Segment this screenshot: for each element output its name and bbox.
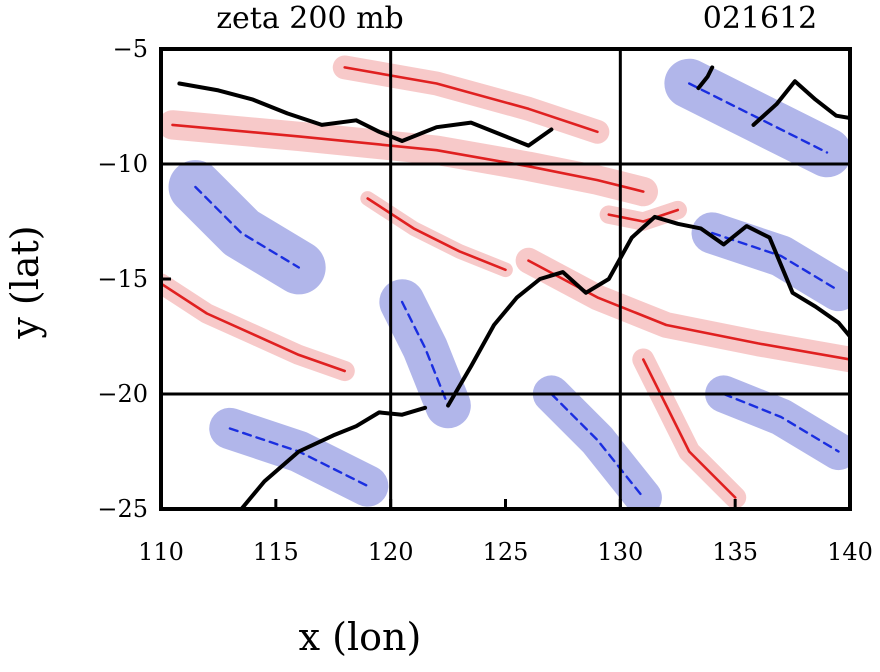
northern-coastline xyxy=(177,81,554,148)
central-negative-region-contour xyxy=(400,300,450,407)
plot-area xyxy=(161,49,850,509)
y-tick-label-minus-20: −20 xyxy=(97,380,148,408)
axis-ticks: 110 115 120 125 130 135 140 −5 −10 −15 −20 −25 xyxy=(97,35,873,566)
y-tick-label-minus-15: −15 xyxy=(97,265,148,293)
chart-title: zeta 200 mb xyxy=(216,1,404,36)
southeast-far-negative-region-contour xyxy=(722,392,840,453)
x-tick-label-115: 115 xyxy=(253,538,299,566)
y-tick-label-minus-25: −25 xyxy=(97,495,148,523)
western-positive-band-contour xyxy=(161,282,346,373)
northeast-negative-region-contour xyxy=(688,82,829,154)
x-tick-label-130: 130 xyxy=(597,538,643,566)
southeast-negative-region-contour xyxy=(550,392,645,499)
eastern-coastline xyxy=(446,214,850,408)
x-axis-label: x (lon) xyxy=(299,615,422,659)
clipped-plot-content xyxy=(161,49,850,509)
southern-positive-band-contour xyxy=(642,358,737,499)
northern-positive-band-contour xyxy=(171,123,645,193)
western-negative-region-contour xyxy=(194,185,300,269)
y-tick-label-minus-10: −10 xyxy=(97,150,148,178)
y-axis-label: y (lat) xyxy=(3,225,47,339)
x-tick-label-140: 140 xyxy=(827,538,873,566)
chart-date-label: 021612 xyxy=(703,1,818,36)
southern-coastline xyxy=(239,405,428,509)
y-tick-label-minus-5: −5 xyxy=(113,35,148,63)
northeast-island xyxy=(696,65,715,91)
x-tick-label-120: 120 xyxy=(368,538,414,566)
x-tick-label-125: 125 xyxy=(483,538,529,566)
east-negative-region-contour xyxy=(711,231,840,292)
x-tick-label-135: 135 xyxy=(712,538,758,566)
northeast-coastline xyxy=(751,79,850,127)
x-tick-label-110: 110 xyxy=(138,538,184,566)
